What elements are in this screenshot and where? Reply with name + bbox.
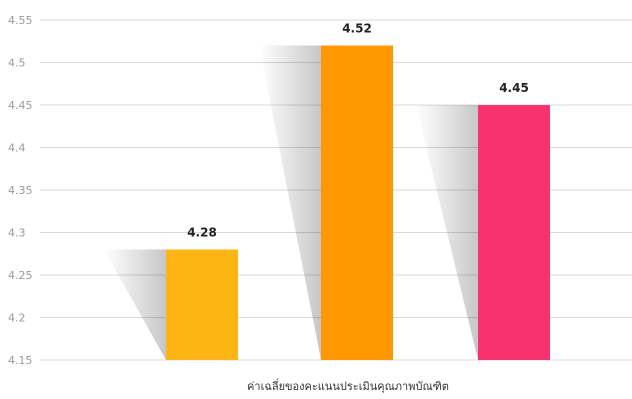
data-labels: 4.28 4.52 4.45 [187,22,529,240]
y-tick-label: 4.3 [8,227,26,240]
bars [166,45,550,360]
y-tick-label: 4.25 [8,269,33,282]
y-tick-label: 4.35 [8,184,33,197]
bar-value-label: 4.45 [499,81,529,95]
y-tick-label: 4.4 [8,142,26,155]
bar [166,249,238,360]
bar-value-label: 4.52 [342,22,372,36]
bar [478,105,550,360]
y-tick-label: 4.15 [8,354,33,367]
x-axis-title: ค่าเฉลี่ยของคะแนนประเมินคุณภาพบัณฑิต [247,378,449,393]
y-tick-label: 4.45 [8,99,33,112]
y-tick-label: 4.2 [8,312,26,325]
bar-shadows [104,45,478,360]
bar-value-label: 4.28 [187,226,217,240]
bar-shadow [104,249,166,360]
bar-shadow [416,105,478,360]
y-tick-label: 4.55 [8,14,33,27]
y-axis-ticks: 4.15 4.2 4.25 4.3 4.35 4.4 4.45 4.5 4.55 [8,14,33,367]
bar-shadow [259,45,321,360]
bar [321,45,393,360]
y-tick-label: 4.5 [8,57,26,70]
